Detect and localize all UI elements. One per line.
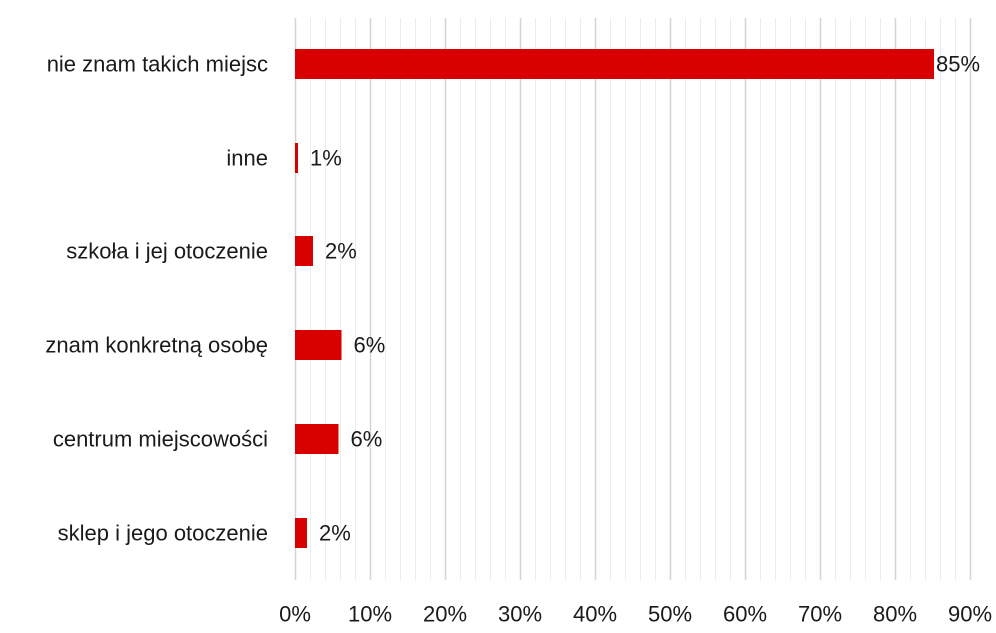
bar <box>295 49 934 79</box>
x-tick-label: 50% <box>648 602 692 627</box>
grid-lines <box>294 18 972 580</box>
data-label: 85% <box>936 52 980 77</box>
x-tick-label: 70% <box>798 602 842 627</box>
bar <box>295 518 307 548</box>
x-tick-label: 0% <box>279 602 311 627</box>
x-tick-label: 10% <box>348 602 392 627</box>
x-tick-label: 30% <box>498 602 542 627</box>
x-tick-label: 40% <box>573 602 617 627</box>
category-label: sklep i jego otoczenie <box>58 521 268 546</box>
x-tick-label: 80% <box>873 602 917 627</box>
data-labels: 85% 1% 2% 6% 6% 2% <box>310 52 980 546</box>
category-label: centrum miejscowości <box>53 427 268 452</box>
data-label: 6% <box>354 333 386 358</box>
x-tick-label: 20% <box>423 602 467 627</box>
category-label: inne <box>226 146 268 171</box>
category-labels: nie znam takich miejsc inne szkoła i jej o… <box>45 52 268 546</box>
bar <box>295 330 342 360</box>
data-label: 6% <box>351 427 383 452</box>
category-label: nie znam takich miejsc <box>47 52 268 77</box>
data-label: 2% <box>325 239 357 264</box>
bar <box>295 236 313 266</box>
x-tick-label: 90% <box>948 602 992 627</box>
data-label: 2% <box>319 521 351 546</box>
data-label: 1% <box>310 146 342 171</box>
bar <box>295 143 298 173</box>
bar <box>295 424 339 454</box>
x-tick-label: 60% <box>723 602 767 627</box>
x-axis-tick-labels: 0% 10% 20% 30% 40% 50% 60% 70% 80% 90% <box>279 602 992 627</box>
category-label: szkoła i jej otoczenie <box>66 239 268 264</box>
bars <box>295 49 934 548</box>
category-label: znam konkretną osobę <box>45 333 268 358</box>
